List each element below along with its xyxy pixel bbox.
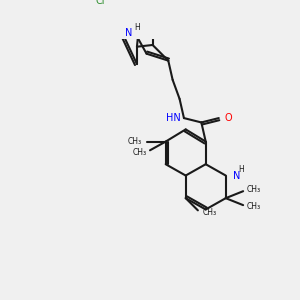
Text: CH₃: CH₃ bbox=[247, 202, 261, 211]
Text: N: N bbox=[233, 170, 240, 181]
Text: Cl: Cl bbox=[95, 0, 105, 6]
Text: H: H bbox=[134, 23, 140, 32]
Text: H: H bbox=[238, 165, 244, 174]
Text: CH₃: CH₃ bbox=[132, 148, 146, 157]
Text: CH₃: CH₃ bbox=[203, 208, 217, 217]
Text: CH₃: CH₃ bbox=[247, 185, 261, 194]
Text: N: N bbox=[125, 28, 133, 38]
Text: HN: HN bbox=[166, 113, 181, 123]
Text: O: O bbox=[225, 113, 232, 123]
Text: CH₃: CH₃ bbox=[128, 137, 142, 146]
